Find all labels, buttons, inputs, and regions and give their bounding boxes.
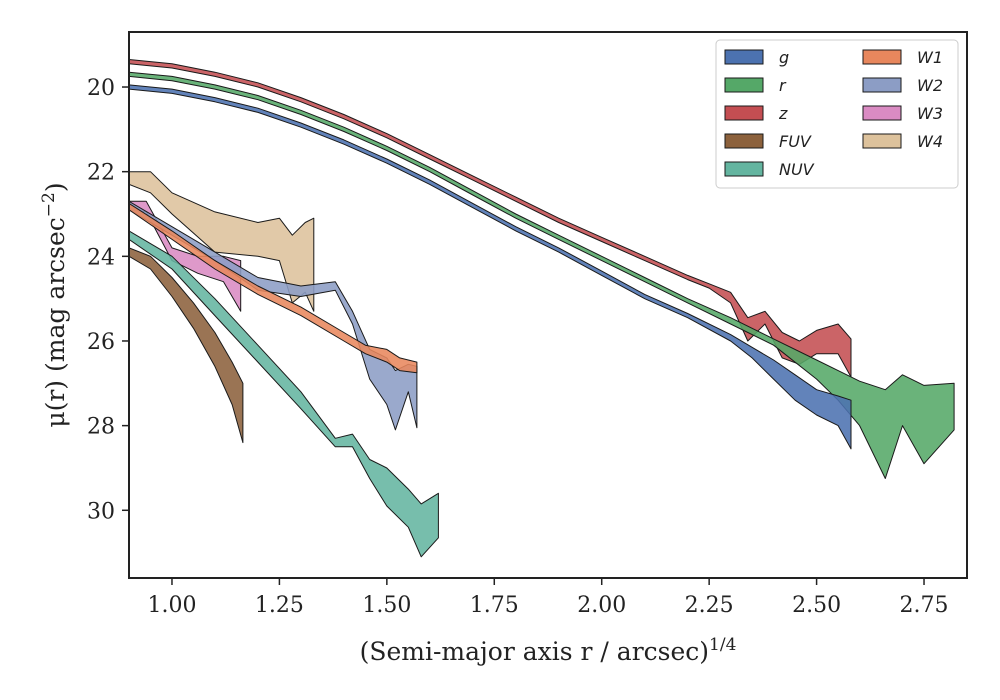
legend-label-r: r [779, 76, 787, 95]
legend-swatch-nuv [724, 161, 764, 177]
legend-label-w1: W1 [917, 48, 943, 67]
band-w1 [129, 202, 418, 374]
plot-frame [128, 31, 968, 579]
legend-swatch-z [724, 105, 764, 121]
legend-label-g: g [779, 48, 789, 67]
x-axis-ticks: 1.00 1.25 1.50 1.75 2.00 2.25 2.50 2.75 [147, 578, 949, 618]
y-axis-label: μ(r) (mag arcsec−2) [39, 182, 70, 427]
x-tick-label: 1.75 [470, 593, 519, 618]
x-tick-label: 1.50 [362, 593, 411, 618]
legend-label-nuv: NUV [779, 160, 815, 179]
legend-label-w2: W2 [917, 76, 943, 95]
legend-swatch-w4 [862, 133, 902, 149]
x-tick-label: 2.75 [900, 593, 949, 618]
y-axis-ticks: 20 22 24 26 28 30 [87, 76, 129, 524]
band-nuv [129, 230, 439, 558]
legend-label-fuv: FUV [779, 132, 812, 151]
band-g [129, 84, 852, 450]
x-tick-label: 2.00 [577, 593, 626, 618]
legend-swatch-g [724, 49, 764, 65]
x-tick-label: 1.00 [147, 593, 196, 618]
x-axis-label: (Semi-major axis r / arcsec)1/4 [360, 635, 737, 666]
bands-layer [129, 59, 955, 558]
y-tick-label: 20 [87, 76, 115, 101]
y-tick-label: 24 [87, 245, 115, 270]
legend-swatch-w1 [862, 49, 902, 65]
x-tick-label: 1.25 [255, 593, 304, 618]
y-tick-label: 22 [87, 161, 115, 186]
y-tick-label: 26 [87, 330, 115, 355]
y-tick-label: 30 [87, 499, 115, 524]
legend-swatch-fuv [724, 133, 764, 149]
legend-label-z: z [778, 104, 788, 123]
legend-swatch-w3 [862, 105, 902, 121]
x-tick-label: 2.50 [792, 593, 841, 618]
x-tick-label: 2.25 [685, 593, 734, 618]
band-r [129, 71, 955, 479]
legend-label-w3: W3 [917, 104, 943, 123]
band-w4 [129, 171, 315, 312]
band-fuv [129, 247, 244, 444]
legend-box [715, 39, 959, 189]
y-tick-label: 28 [87, 415, 115, 440]
legend-label-w4: W4 [917, 132, 943, 151]
legend-swatch-r [724, 77, 764, 93]
legend: grz FUV NUV W1 W2 W3 W4 [715, 39, 959, 189]
legend-swatch-w2 [862, 77, 902, 93]
